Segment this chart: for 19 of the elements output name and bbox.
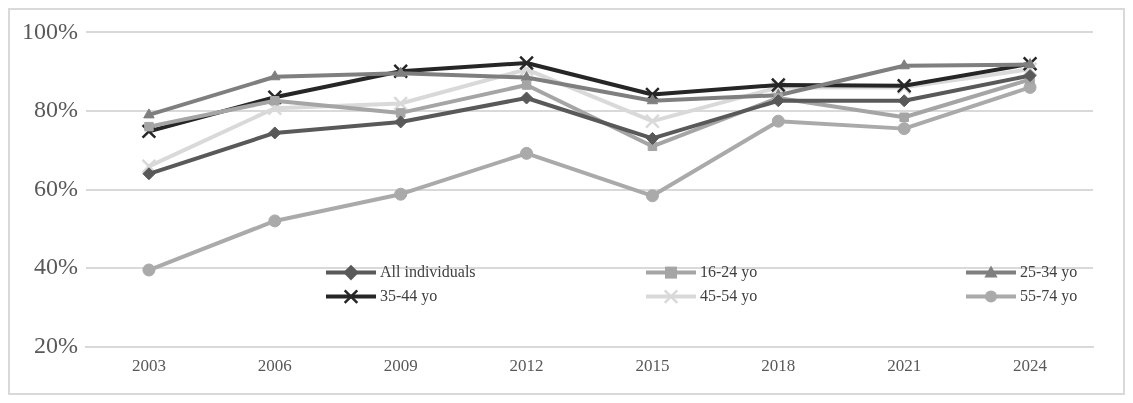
- legend-label: 45-54 yo: [699, 286, 758, 305]
- x-tick-label: 2021: [887, 356, 922, 376]
- x-tick-label: 2018: [761, 356, 796, 376]
- y-tick-label: 20%: [33, 331, 78, 358]
- y-tick-label: 60%: [33, 174, 78, 201]
- legend-label: 35-44 yo: [379, 286, 438, 305]
- legend-label: 25-34 yo: [1019, 262, 1078, 281]
- x-tick-label: 2003: [131, 356, 166, 376]
- x-tick-label: 2009: [383, 356, 418, 376]
- y-tick-label: 40%: [33, 253, 78, 280]
- x-tick-label: 2015: [635, 356, 670, 376]
- legend-label: 55-74 yo: [1019, 286, 1078, 305]
- legend-label: All individuals: [379, 262, 476, 280]
- y-tick-label: 80%: [33, 96, 78, 123]
- x-tick-label: 2006: [257, 356, 292, 376]
- y-tick-label: 100%: [21, 17, 78, 44]
- x-tick-label: 2012: [509, 356, 544, 376]
- legend-label: 16-24 yo: [699, 262, 758, 281]
- x-tick-label: 2024: [1013, 356, 1048, 376]
